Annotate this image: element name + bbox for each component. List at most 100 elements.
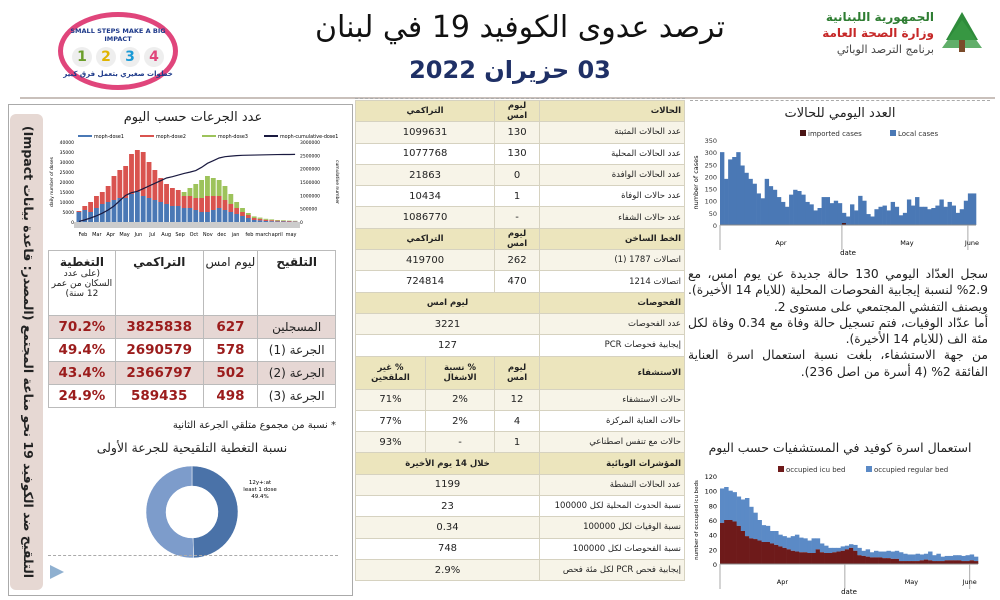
row-label: عدد حالات الوفاة xyxy=(539,185,685,208)
month-label: Feb xyxy=(79,232,88,238)
bar-moph-dose2 xyxy=(88,202,94,212)
table-row: إيجابية فحوصات PCR 127 xyxy=(355,334,685,357)
cell-value: 2.9% xyxy=(355,558,540,582)
bar-regular-bed xyxy=(765,525,771,542)
bar-moph-dose2 xyxy=(76,211,82,212)
bar-local-cases xyxy=(858,195,863,225)
row-label: الجرعة (2) xyxy=(257,361,336,385)
bar-local-cases xyxy=(740,165,745,225)
cell-value: 1 xyxy=(494,185,540,208)
bar-moph-dose2 xyxy=(269,220,275,222)
bar-regular-bed xyxy=(724,487,729,520)
donut-label-line: least 1 dose xyxy=(243,487,277,493)
bar-local-cases xyxy=(866,214,871,225)
bar-regular-bed xyxy=(790,536,796,551)
bar-local-cases xyxy=(805,201,810,225)
bar-icu-bed xyxy=(957,560,962,564)
bar-moph-dose1 xyxy=(275,221,280,222)
bar-icu-bed xyxy=(744,536,750,564)
bar-moph-dose3 xyxy=(275,220,280,221)
legend-swatch xyxy=(866,466,872,472)
bar-local-cases xyxy=(854,210,859,225)
bar-regular-bed xyxy=(894,550,900,559)
y2-tick-label: 3000000 xyxy=(300,140,320,146)
legend-label: moph-cumulative-dose1 xyxy=(280,134,338,140)
bar-moph-dose1 xyxy=(280,221,286,222)
row-label: اتصالات 1214 xyxy=(539,270,685,293)
bar-local-cases xyxy=(809,204,814,225)
bar-moph-dose2 xyxy=(129,154,134,194)
bar-regular-bed xyxy=(807,540,812,553)
bar-regular-bed xyxy=(886,550,891,559)
cell-value: 93% xyxy=(355,431,426,454)
bar-moph-dose1 xyxy=(245,218,251,222)
cell-value: التراكمي xyxy=(354,227,496,251)
bar-icu-bed xyxy=(890,558,896,564)
bar-local-cases xyxy=(768,186,774,225)
bar-moph-dose1 xyxy=(164,204,169,222)
bar-regular-bed xyxy=(890,551,896,559)
bar-local-cases xyxy=(850,204,855,225)
row-label: المؤشرات الوبائية xyxy=(539,452,685,475)
bar-local-cases xyxy=(951,205,956,225)
y-tick-label: 80 xyxy=(709,502,717,510)
cell-value: 419700 xyxy=(354,249,496,272)
ministry-logo: الجمهورية اللبنانية وزارة الصحة العامة ب… xyxy=(790,8,990,58)
bar-icu-bed xyxy=(807,553,812,564)
row-label: عدد حالات الشفاء xyxy=(539,206,685,229)
bar-regular-bed xyxy=(824,545,829,553)
row-label: عدد الحالات المثبتة xyxy=(539,121,685,144)
month-label: Apr xyxy=(775,239,787,247)
bar-icu-bed xyxy=(898,561,904,564)
table-row: عدد الفحوصات 3221 xyxy=(355,312,685,336)
bar-local-cases xyxy=(890,201,896,225)
legend-swatch xyxy=(800,130,806,136)
bar-regular-bed xyxy=(720,488,725,523)
cell-value: 262 xyxy=(494,249,540,272)
bar-moph-dose2 xyxy=(228,204,234,212)
bar-icu-bed xyxy=(819,552,825,564)
line-cumulative-dose1 xyxy=(78,153,296,223)
y-tick-label: 120 xyxy=(705,473,717,481)
cell-value: 2% xyxy=(424,388,496,411)
bar-local-cases xyxy=(724,178,729,225)
section-header: الحالات ليوم امس التراكمي xyxy=(354,99,685,123)
hospital-beds-chart: occupied icu bed occupied regular bed 0 20 4… xyxy=(694,466,979,596)
cell-value: 10434 xyxy=(354,185,496,208)
bar-moph-dose2 xyxy=(251,218,257,220)
table-row: حالات الاستشفاء 12 2% 71% xyxy=(355,388,685,411)
cell-value: ليوم امس xyxy=(494,227,540,251)
bar-icu-bed xyxy=(815,549,821,564)
bar-moph-dose1 xyxy=(193,210,199,222)
play-icon[interactable] xyxy=(50,565,66,579)
bar-regular-bed xyxy=(761,525,767,542)
bar-icu-bed xyxy=(965,561,970,564)
bar-moph-dose1 xyxy=(117,198,123,222)
bar-icu-bed xyxy=(869,557,875,564)
bar-moph-dose2 xyxy=(181,196,187,208)
bar-moph-dose1 xyxy=(199,212,205,222)
bar-local-cases xyxy=(927,209,932,225)
coverage-label: التغطية xyxy=(59,255,104,269)
donut-label-line: 12y+:at xyxy=(249,480,272,486)
header-coverage: التغطية (على عدد السكان من عمر 12 سنة) xyxy=(48,250,116,316)
section-header: المؤشرات الوبائية خلال 14 يوم الأخيرة xyxy=(355,452,685,475)
bar-icu-bed xyxy=(882,558,887,564)
month-label: June xyxy=(964,239,979,247)
x-axis-label: date xyxy=(840,249,856,257)
bar-icu-bed xyxy=(953,560,958,564)
bar-regular-bed xyxy=(778,534,783,547)
bar-local-cases xyxy=(939,199,944,225)
y-tick-label: 100 xyxy=(705,198,717,206)
summary-text: سجل العدّاد اليومي 130 حالة جديدة عن يوم… xyxy=(688,266,988,380)
bar-regular-bed xyxy=(832,547,837,553)
bar-icu-bed xyxy=(732,521,737,564)
bar-icu-bed xyxy=(940,561,946,564)
row-label: الجرعة (1) xyxy=(257,338,336,362)
bar-local-cases xyxy=(744,172,749,225)
bar-icu-bed xyxy=(749,538,754,564)
bar-moph-dose2 xyxy=(169,188,175,206)
coverage-value: 49.4% xyxy=(48,338,116,362)
row-label: اتصالات 1787 (1) xyxy=(539,249,685,272)
